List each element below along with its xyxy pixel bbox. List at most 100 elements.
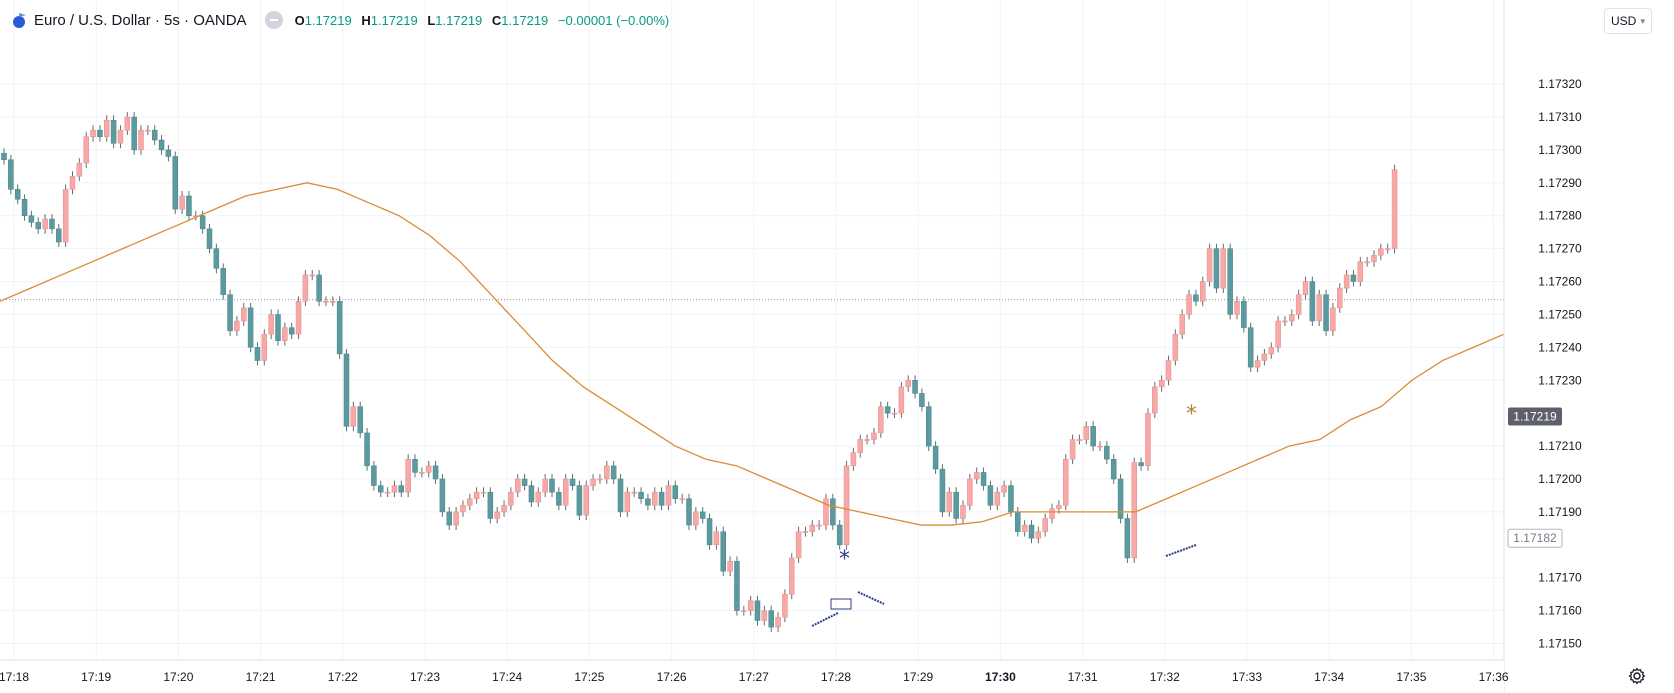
candle: [597, 478, 603, 481]
candle: [288, 327, 295, 335]
x-tick-label: 17:32: [1150, 670, 1180, 684]
candle: [1, 152, 7, 161]
candle: [364, 432, 370, 467]
candle: [973, 472, 980, 480]
candle: [371, 465, 377, 486]
candle: [515, 478, 521, 493]
candle: [919, 393, 925, 407]
gear-icon: [1628, 667, 1646, 685]
y-tick-label: 1.17310: [1538, 110, 1582, 124]
candle: [158, 139, 165, 151]
x-tick-label: 17:34: [1314, 670, 1344, 684]
candle: [49, 218, 55, 230]
candle: [987, 485, 994, 506]
candle: [1049, 508, 1055, 519]
candle: [508, 491, 514, 506]
candle: [1152, 386, 1158, 414]
candle: [699, 511, 706, 519]
candle: [1179, 314, 1185, 335]
chart-settings-button[interactable]: [1626, 665, 1648, 687]
candle: [1247, 327, 1254, 368]
candle: [186, 195, 192, 216]
candle: [316, 274, 322, 302]
candle: [473, 491, 480, 499]
candle: [1021, 524, 1028, 532]
candle: [727, 561, 733, 572]
y-tick-label: 1.17320: [1538, 77, 1582, 91]
candle: [453, 511, 459, 526]
y-tick-label: 1.17250: [1538, 307, 1582, 321]
candle: [179, 195, 185, 210]
ohlc-open-key: O: [294, 12, 305, 28]
candle: [302, 274, 309, 302]
candle: [1117, 478, 1124, 519]
candle: [1378, 248, 1384, 256]
candle: [1261, 353, 1268, 361]
candle: [741, 610, 747, 612]
candle: [604, 465, 610, 480]
candle: [378, 485, 384, 493]
candle: [199, 215, 206, 230]
candle: [494, 511, 500, 519]
candle: [946, 491, 953, 513]
candle: [206, 228, 213, 249]
candle: [679, 498, 685, 500]
candle: [1357, 261, 1364, 282]
candle: [891, 412, 898, 415]
candle: [926, 406, 932, 447]
candle: [1165, 360, 1172, 381]
candle: [165, 149, 172, 157]
candle: [734, 561, 740, 611]
candle: [412, 458, 418, 473]
market-status-icon[interactable]: [264, 11, 283, 29]
candle: [1028, 524, 1035, 539]
candle: [761, 610, 768, 621]
candle: [1063, 458, 1069, 506]
candle: [1035, 531, 1042, 539]
candle: [1124, 518, 1131, 559]
candle: [1295, 294, 1302, 315]
candle: [884, 406, 891, 414]
ohlc-high: 1.17219: [370, 12, 418, 28]
candle: [912, 380, 918, 394]
candle: [117, 129, 124, 144]
candle: [549, 478, 555, 493]
y-tick-label: 1.17240: [1538, 340, 1582, 354]
selection-box-drawing: [830, 598, 852, 610]
ohlc-high-key: H: [361, 12, 371, 28]
y-tick-label: 1.17230: [1538, 373, 1582, 387]
x-tick-label: 17:24: [492, 670, 522, 684]
candle: [56, 228, 62, 243]
candle: [590, 478, 596, 486]
candle: [1083, 426, 1090, 440]
ohlc-low: 1.17219: [435, 12, 483, 28]
symbol-title[interactable]: Euro / U.S. Dollar · 5s · OANDA: [34, 11, 247, 29]
asterisk-marker-alt: *: [1186, 402, 1197, 427]
candle: [104, 120, 110, 137]
ohlc-change: −0.00001 (−0.00%): [557, 12, 670, 28]
candle: [254, 347, 261, 361]
candle: [754, 600, 761, 621]
ref-price-badge: [1507, 528, 1563, 548]
candle: [241, 307, 247, 322]
candle: [809, 524, 816, 532]
candle: [864, 439, 870, 441]
currency-selector-button[interactable]: USD ▾: [1604, 8, 1652, 34]
candle: [782, 593, 788, 618]
candle: [857, 439, 863, 453]
candle: [1213, 248, 1220, 289]
x-tick-label: 17:26: [657, 670, 687, 684]
candle: [1316, 294, 1322, 322]
ohlc-close-key: C: [491, 12, 502, 28]
trend-arrow-drawing: [857, 591, 885, 605]
trend-arrow-drawing: [811, 612, 839, 627]
candle: [843, 465, 850, 546]
candle: [836, 524, 843, 546]
last-price-label: 1.17219: [1513, 409, 1557, 423]
candle: [720, 531, 726, 572]
candle: [480, 491, 487, 494]
candle: [275, 314, 281, 342]
candle: [658, 491, 665, 506]
candle: [556, 491, 562, 506]
